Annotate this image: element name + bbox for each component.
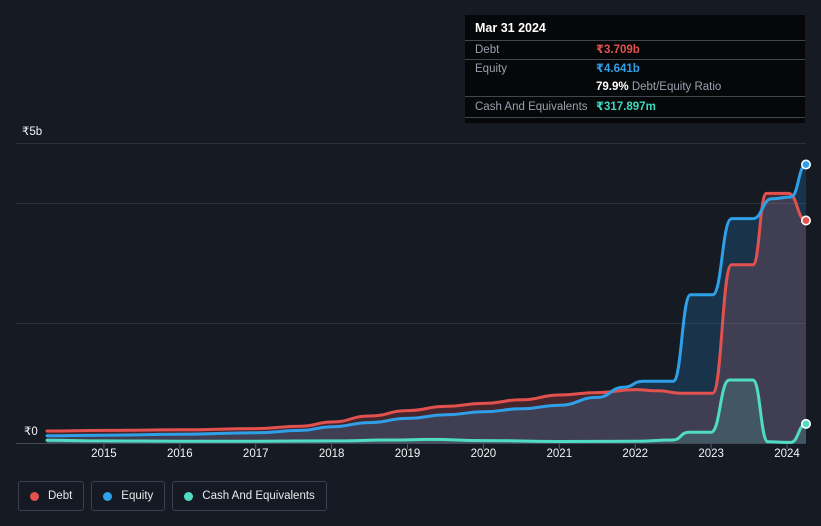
debt-value: ₹3.709b xyxy=(596,44,640,56)
tooltip-row-equity: Equity ₹4.641b xyxy=(465,60,805,78)
end-marker-equity xyxy=(800,159,811,170)
y-axis-label-max: ₹5b xyxy=(22,126,43,138)
x-axis-label: 2015 xyxy=(91,448,117,460)
debt-equity-ratio: 79.9% Debt/Equity Ratio xyxy=(596,80,795,94)
equity-dot-icon xyxy=(103,491,113,501)
x-axis-label: 2018 xyxy=(318,448,345,460)
legend-item-debt[interactable]: Debt xyxy=(18,481,85,511)
series-line-equity xyxy=(45,163,808,438)
x-axis-label: 2024 xyxy=(774,448,800,460)
tooltip-row-cash: Cash And Equivalents ₹317.897m xyxy=(465,97,805,118)
debt-label: Debt xyxy=(475,44,500,56)
legend-label-cash: Cash And Equivalents xyxy=(202,490,315,502)
x-axis-label: 2016 xyxy=(167,448,193,460)
ratio-value: 79.9% xyxy=(596,81,629,93)
cash-label: Cash And Equivalents xyxy=(475,101,588,113)
ratio-label: Debt/Equity Ratio xyxy=(631,81,722,93)
series-line-debt xyxy=(45,191,808,433)
series-area-debt xyxy=(47,193,806,443)
y-axis-label-zero: ₹0 xyxy=(24,426,38,438)
x-axis-label: 2022 xyxy=(622,448,649,460)
tooltip: Mar 31 2024 Debt ₹3.709b Equity ₹4.641b … xyxy=(465,15,805,123)
tooltip-row-debt: Debt ₹3.709b xyxy=(465,41,805,60)
end-marker-cash-and-equivalents xyxy=(800,418,811,429)
legend-item-cash[interactable]: Cash And Equivalents xyxy=(172,481,327,511)
tooltip-date: Mar 31 2024 xyxy=(465,15,805,41)
cash-dot-icon xyxy=(184,491,194,501)
series-line-cash-and-equivalents xyxy=(45,378,808,444)
legend-item-equity[interactable]: Equity xyxy=(91,481,166,511)
legend-label-debt: Debt xyxy=(48,490,73,502)
cash-value: ₹317.897m xyxy=(596,101,656,113)
x-axis-label: 2019 xyxy=(394,448,421,460)
x-axis-label: 2020 xyxy=(470,448,497,460)
series-area-equity xyxy=(47,164,806,443)
debt-dot-icon xyxy=(30,491,39,501)
tooltip-row-ratio: 79.9% Debt/Equity Ratio xyxy=(465,78,805,97)
legend-label-equity: Equity xyxy=(121,490,154,502)
equity-value: ₹4.641b xyxy=(596,63,640,75)
x-axis-label: 2023 xyxy=(698,448,724,460)
legend: Debt Equity Cash And Equivalents xyxy=(18,481,327,511)
series-area-cash-and-equivalents xyxy=(47,380,806,443)
x-axis-label: 2021 xyxy=(546,448,573,460)
end-marker-debt xyxy=(800,215,811,226)
equity-label: Equity xyxy=(475,63,507,75)
x-axis-label: 2017 xyxy=(242,448,269,460)
